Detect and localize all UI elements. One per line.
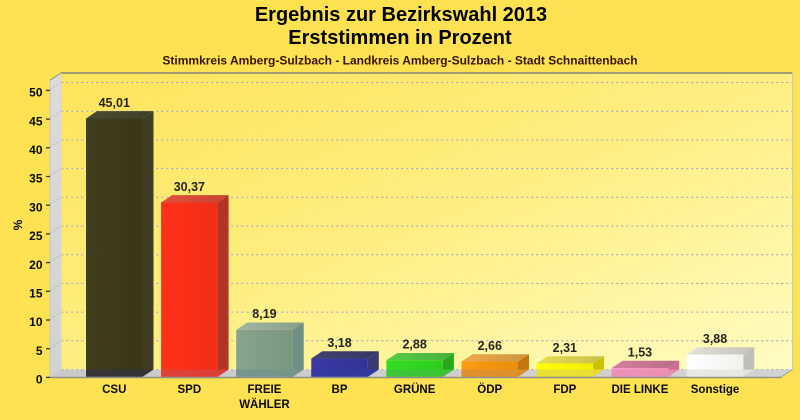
svg-text:1,53: 1,53: [628, 345, 652, 359]
svg-text:GRÜNE: GRÜNE: [394, 383, 436, 396]
svg-text:Sonstige: Sonstige: [691, 384, 740, 396]
svg-text:30,37: 30,37: [174, 180, 205, 194]
svg-text:%: %: [11, 219, 25, 230]
svg-text:CSU: CSU: [102, 384, 126, 396]
svg-text:WÄHLER: WÄHLER: [239, 398, 290, 411]
svg-text:Erststimmen in Prozent: Erststimmen in Prozent: [288, 27, 512, 49]
svg-text:2,66: 2,66: [478, 339, 502, 353]
svg-text:Ergebnis zur Bezirkswahl 2013: Ergebnis zur Bezirkswahl 2013: [255, 4, 547, 26]
svg-text:10: 10: [29, 315, 43, 329]
svg-text:45,01: 45,01: [99, 96, 130, 110]
svg-text:FREIE: FREIE: [248, 384, 282, 396]
svg-text:25: 25: [29, 229, 43, 243]
svg-text:5: 5: [36, 344, 43, 358]
svg-text:SPD: SPD: [178, 384, 202, 396]
svg-text:2,31: 2,31: [553, 341, 577, 355]
svg-text:30: 30: [29, 200, 43, 214]
svg-text:50: 50: [29, 86, 43, 100]
svg-text:ÖDP: ÖDP: [477, 383, 502, 396]
svg-text:45: 45: [29, 114, 43, 128]
svg-text:40: 40: [29, 143, 43, 157]
svg-text:3,18: 3,18: [327, 336, 351, 350]
svg-text:20: 20: [29, 258, 43, 272]
svg-text:3,88: 3,88: [703, 332, 727, 346]
svg-text:0: 0: [36, 373, 43, 387]
svg-text:35: 35: [29, 172, 43, 186]
svg-text:DIE LINKE: DIE LINKE: [612, 384, 669, 396]
svg-text:Stimmkreis Amberg-Sulzbach - L: Stimmkreis Amberg-Sulzbach - Landkreis A…: [162, 53, 637, 67]
svg-text:8,19: 8,19: [252, 307, 276, 321]
svg-text:BP: BP: [332, 384, 348, 396]
svg-text:15: 15: [29, 287, 43, 301]
svg-text:FDP: FDP: [553, 384, 576, 396]
svg-text:2,88: 2,88: [402, 338, 426, 352]
